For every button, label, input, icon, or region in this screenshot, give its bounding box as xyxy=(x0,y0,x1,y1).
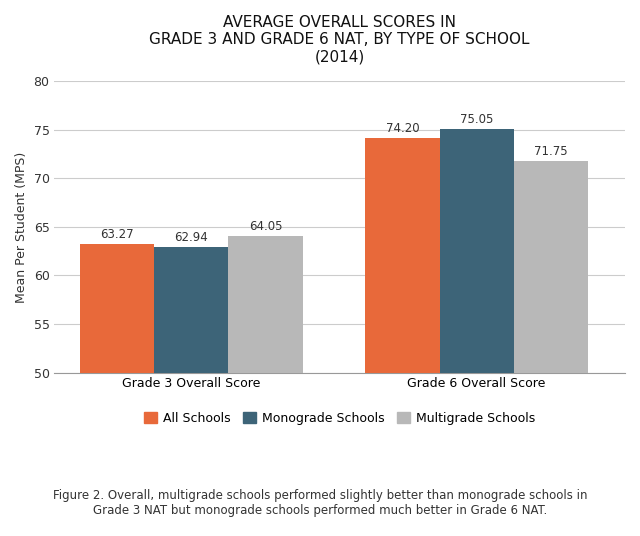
Bar xyxy=(440,129,514,373)
Text: 75.05: 75.05 xyxy=(460,114,493,126)
Bar xyxy=(154,247,228,373)
Text: 74.20: 74.20 xyxy=(386,122,419,135)
Y-axis label: Mean Per Student (MPS): Mean Per Student (MPS) xyxy=(15,151,28,302)
Legend: All Schools, Monograde Schools, Multigrade Schools: All Schools, Monograde Schools, Multigra… xyxy=(141,408,539,428)
Title: AVERAGE OVERALL SCORES IN
GRADE 3 AND GRADE 6 NAT, BY TYPE OF SCHOOL
(2014): AVERAGE OVERALL SCORES IN GRADE 3 AND GR… xyxy=(150,15,530,65)
Text: 62.94: 62.94 xyxy=(175,231,208,244)
Bar xyxy=(365,138,440,373)
Bar xyxy=(228,236,303,373)
Bar xyxy=(80,244,154,373)
Text: 64.05: 64.05 xyxy=(249,220,282,233)
Text: 71.75: 71.75 xyxy=(534,145,568,159)
Text: 63.27: 63.27 xyxy=(100,228,134,241)
Bar xyxy=(514,161,588,373)
Text: Figure 2. Overall, multigrade schools performed slightly better than monograde s: Figure 2. Overall, multigrade schools pe… xyxy=(52,489,588,517)
